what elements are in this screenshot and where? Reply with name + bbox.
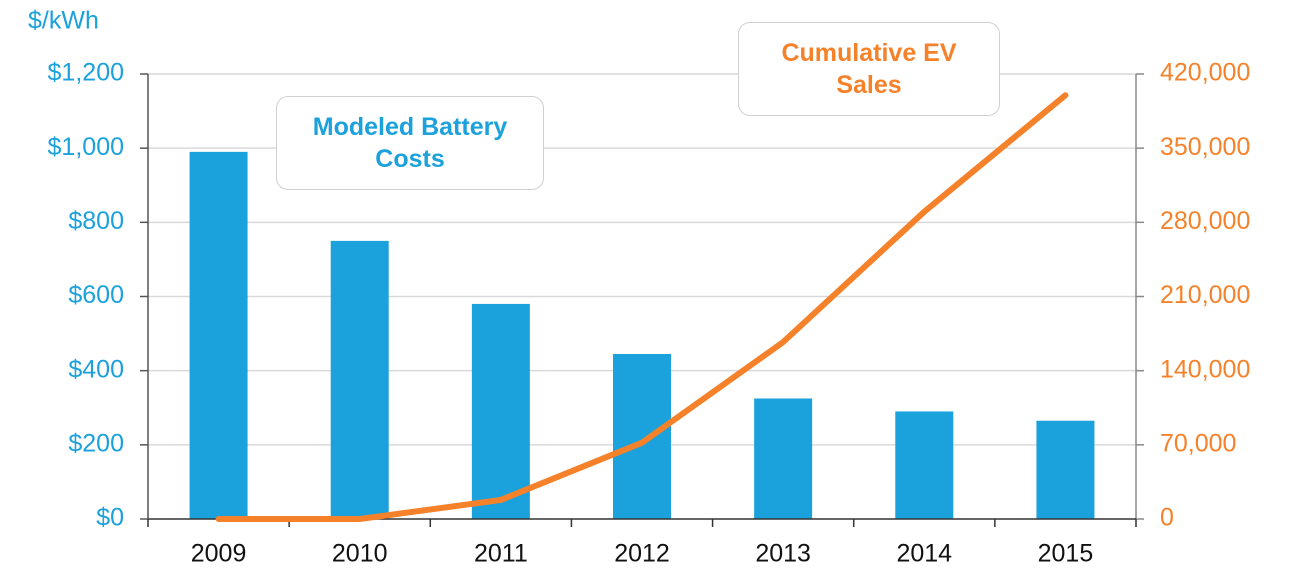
y-tick-label: $0: [96, 504, 124, 532]
y2-tick-label: 70,000: [1160, 429, 1236, 457]
y2-tick-label: 210,000: [1160, 281, 1250, 309]
x-tick-label: 2011: [474, 540, 528, 568]
y-tick-label: $200: [68, 429, 124, 457]
x-tick-label: 2010: [332, 540, 388, 568]
y2-tick-label: 350,000: [1160, 133, 1250, 161]
bar: [1036, 420, 1095, 519]
x-tick-label: 2014: [896, 540, 952, 568]
bar: [330, 240, 389, 519]
bar: [895, 411, 954, 519]
y2-tick-label: 280,000: [1160, 207, 1250, 235]
bar-annotation: Modeled Battery Costs: [276, 96, 544, 190]
x-tick-label: 2012: [614, 540, 670, 568]
bar: [754, 398, 813, 519]
y-tick-label: $400: [68, 355, 124, 383]
line: [215, 92, 1069, 522]
x-tick-label: 2013: [755, 540, 811, 568]
y-tick-label: $1,000: [48, 133, 124, 161]
bar: [471, 303, 530, 519]
bar: [613, 353, 671, 519]
y-tick-label: $600: [68, 281, 124, 309]
y2-tick-label: 420,000: [1160, 59, 1250, 87]
y-tick-label: $800: [68, 207, 124, 235]
y-tick-label: $1,200: [48, 59, 124, 87]
y2-tick-label: 0: [1160, 504, 1174, 532]
x-tick-label: 2015: [1038, 540, 1094, 568]
x-tick-label: 2009: [191, 540, 247, 568]
y-axis-label: $/kWh: [28, 7, 99, 35]
y2-tick-label: 140,000: [1160, 355, 1250, 383]
line-annotation: Cumulative EV Sales: [738, 22, 1000, 116]
bar: [189, 151, 248, 519]
